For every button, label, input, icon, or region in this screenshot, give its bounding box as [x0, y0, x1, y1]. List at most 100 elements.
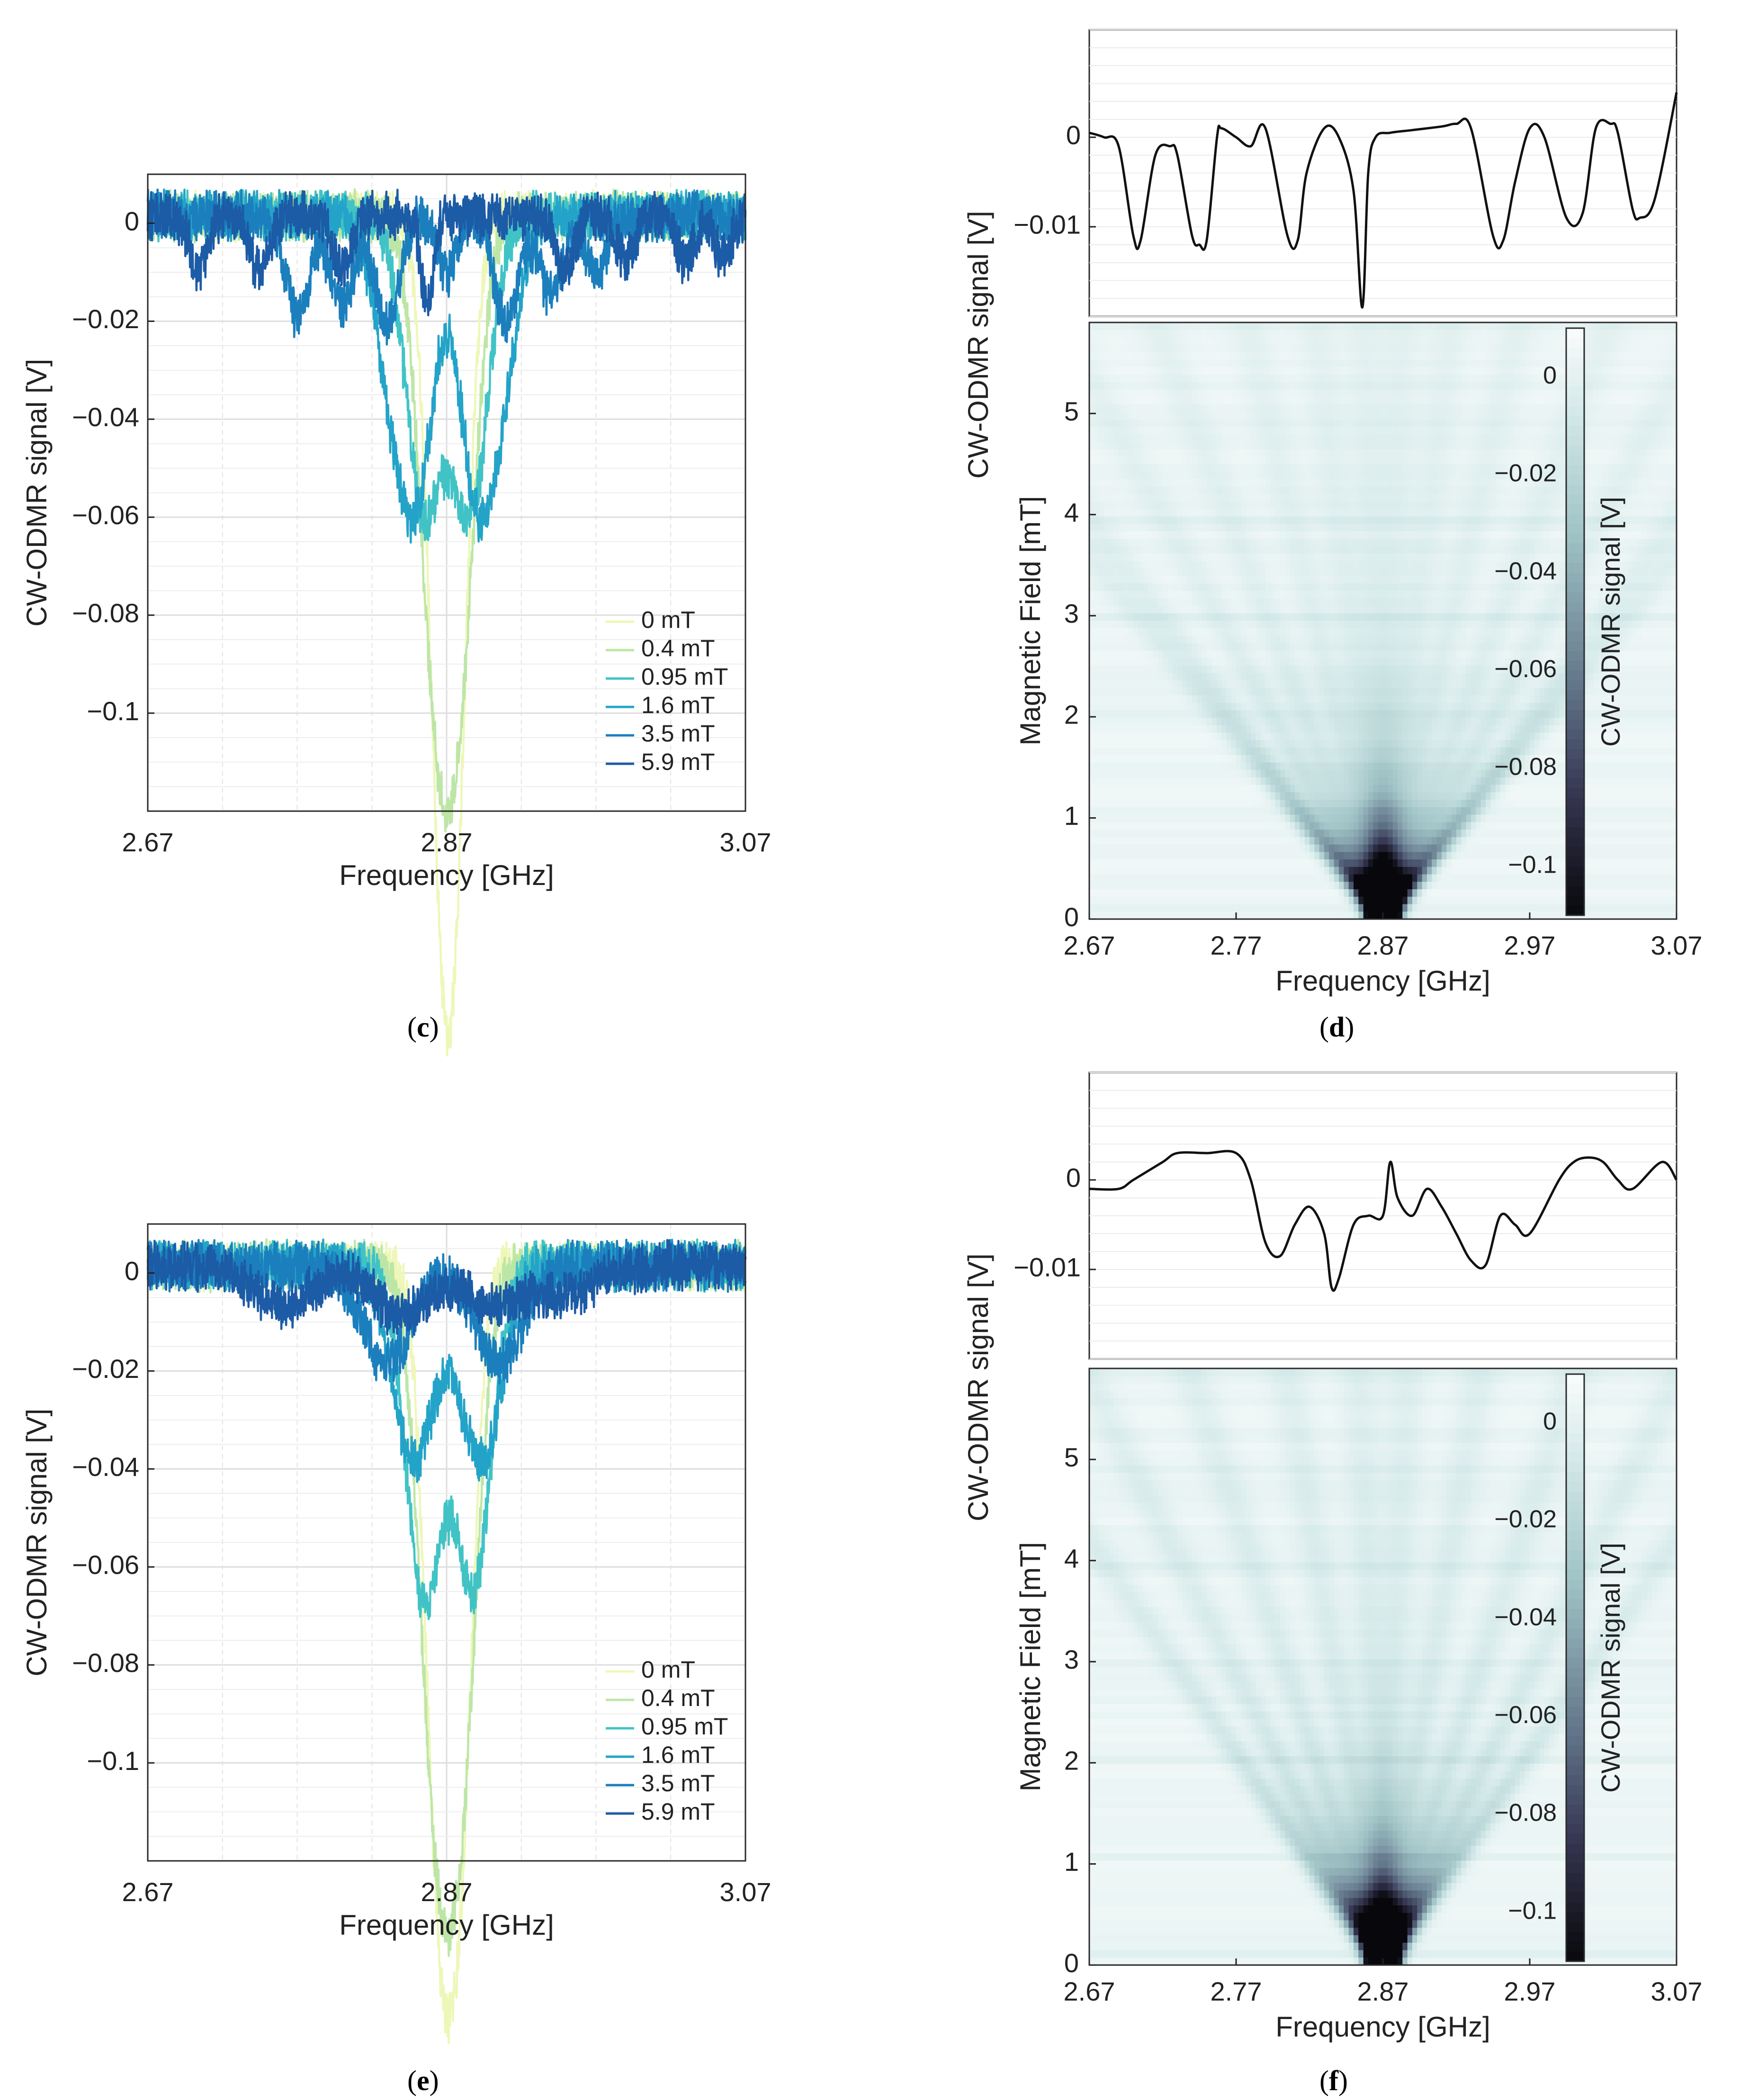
heatmap-cell	[1113, 554, 1119, 562]
heatmap-cell	[1510, 389, 1516, 398]
heatmap-cell	[1226, 494, 1232, 502]
heatmap-cell	[1432, 479, 1437, 487]
heatmap-cell	[1354, 442, 1359, 450]
heatmap-cell	[1549, 494, 1555, 502]
heatmap-cell	[1461, 427, 1467, 435]
heatmap-cell	[1515, 412, 1521, 420]
heatmap-cell	[1623, 419, 1628, 428]
heatmap-cell	[1515, 337, 1521, 346]
heatmap-cell	[1099, 337, 1104, 346]
heatmap-cell	[1153, 397, 1158, 405]
heatmap-cell	[1530, 479, 1535, 487]
heatmap-cell	[1480, 591, 1486, 599]
heatmap-cell	[1285, 501, 1291, 509]
heatmap-cell	[1544, 456, 1550, 465]
heatmap-cell	[1295, 352, 1301, 360]
heatmap-cell	[1652, 322, 1658, 331]
heatmap-cell	[1647, 337, 1653, 346]
heatmap-cell	[1202, 412, 1207, 420]
heatmap-cell	[1104, 397, 1110, 405]
heatmap-cell	[1197, 397, 1202, 405]
heatmap-cell	[1618, 352, 1623, 360]
heatmap-cell	[1236, 494, 1242, 502]
heatmap-cell	[1192, 382, 1198, 390]
heatmap-cell	[1334, 472, 1339, 480]
heatmap-cell	[1089, 359, 1095, 368]
heatmap-cell	[1642, 345, 1648, 353]
heatmap-cell	[1471, 531, 1477, 539]
heatmap-cell	[1143, 554, 1148, 562]
heatmap-cell	[1187, 479, 1193, 487]
heatmap-cell	[1109, 583, 1114, 591]
heatmap-cell	[1388, 516, 1393, 525]
heatmap-cell	[1534, 501, 1540, 509]
heatmap-cell	[1613, 449, 1618, 457]
heatmap-cell	[1216, 427, 1222, 435]
heatmap-cell	[1539, 359, 1545, 368]
heatmap-cell	[1334, 330, 1339, 338]
heatmap-cell	[1432, 419, 1437, 428]
heatmap-cell	[1119, 352, 1124, 360]
heatmap-cell	[1216, 486, 1222, 495]
heatmap-cell	[1427, 404, 1433, 412]
heatmap-cell	[1486, 330, 1491, 338]
heatmap-cell	[1202, 352, 1207, 360]
heatmap-cell	[1480, 613, 1486, 621]
heatmap-cell	[1304, 538, 1310, 547]
heatmap-cell	[1378, 464, 1383, 472]
heatmap-cell	[1632, 538, 1638, 547]
heatmap-cell	[1476, 330, 1481, 338]
heatmap-cell	[1334, 538, 1339, 547]
heatmap-cell	[1309, 375, 1315, 383]
heatmap-cell	[1583, 486, 1589, 495]
heatmap-cell	[1251, 434, 1256, 442]
heatmap-cell	[1476, 486, 1481, 495]
heatmap-cell	[1583, 583, 1589, 591]
heatmap-cell	[1148, 531, 1154, 539]
heatmap-cell	[1549, 359, 1555, 368]
heatmap-cell	[1471, 456, 1477, 465]
heatmap-cell	[1363, 382, 1369, 390]
heatmap-cell	[1623, 606, 1628, 614]
heatmap-cell	[1143, 367, 1148, 375]
heatmap-cell	[1358, 606, 1364, 614]
heatmap-cell	[1671, 382, 1677, 390]
heatmap-cell	[1344, 337, 1349, 346]
heatmap-cell	[1442, 591, 1447, 599]
heatmap-cell	[1657, 546, 1662, 554]
heatmap-cell	[1554, 472, 1560, 480]
heatmap-cell	[1515, 509, 1521, 517]
heatmap-cell	[1304, 375, 1310, 383]
heatmap-cell	[1554, 561, 1560, 569]
heatmap-cell	[1383, 389, 1389, 398]
heatmap-cell	[1603, 606, 1609, 614]
heatmap-cell	[1583, 359, 1589, 368]
heatmap-cell	[1324, 606, 1330, 614]
heatmap-cell	[1588, 576, 1594, 584]
heatmap-cell	[1216, 434, 1222, 442]
heatmap-cell	[1348, 419, 1354, 428]
heatmap-cell	[1598, 509, 1604, 517]
heatmap-cell	[1270, 442, 1276, 450]
heatmap-cell	[1608, 472, 1614, 480]
heatmap-cell	[1388, 486, 1393, 495]
heatmap-cell	[1309, 404, 1315, 412]
heatmap-cell	[1422, 538, 1427, 547]
heatmap-cell	[1344, 449, 1349, 457]
heatmap-cell	[1329, 359, 1335, 368]
heatmap-cell	[1339, 598, 1345, 607]
heatmap-cell	[1632, 501, 1638, 509]
heatmap-cell	[1192, 345, 1198, 353]
heatmap-cell	[1339, 479, 1345, 487]
heatmap-cell	[1583, 389, 1589, 398]
heatmap-cell	[1153, 427, 1158, 435]
heatmap-cell	[1265, 345, 1271, 353]
heatmap-cell	[1339, 456, 1345, 465]
heatmap-cell	[1285, 464, 1291, 472]
heatmap-cell	[1642, 427, 1648, 435]
heatmap-cell	[1094, 345, 1100, 353]
heatmap-cell	[1295, 591, 1301, 599]
heatmap-cell	[1373, 531, 1379, 539]
heatmap-cell	[1388, 345, 1393, 353]
heatmap-cell	[1632, 412, 1638, 420]
